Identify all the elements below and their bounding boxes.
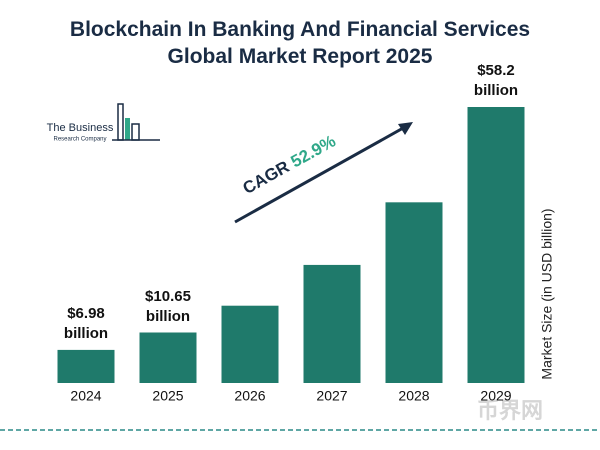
bar <box>57 349 115 383</box>
bar <box>467 107 525 383</box>
bar <box>221 305 279 383</box>
y-axis-label: Market Size (in USD billion) <box>539 208 555 379</box>
x-tick-label: 2025 <box>152 388 183 404</box>
x-tick-label: 2028 <box>398 388 429 404</box>
logo-bar <box>131 123 140 141</box>
value-label: $58.2 billion <box>473 62 519 99</box>
value-label: $6.98 billion <box>63 304 109 342</box>
bar <box>385 202 443 383</box>
x-tick-label: 2029 <box>480 388 511 404</box>
x-tick-label: 2027 <box>316 388 347 404</box>
logo-bar <box>117 103 124 141</box>
x-tick-label: 2026 <box>234 388 265 404</box>
cagr-text: CAGR <box>240 157 293 198</box>
cagr-rate: 52.9% <box>288 132 339 172</box>
x-tick-label: 2024 <box>70 388 101 404</box>
watermark: 币界网 <box>477 398 543 423</box>
logo-text: The Business <box>47 122 114 134</box>
chart-title: Blockchain In Banking And Financial Serv… <box>69 18 531 68</box>
cagr-arrow <box>234 125 406 224</box>
cagr-annotation: CAGR 52.9% <box>240 132 339 199</box>
logo-bar <box>125 118 130 140</box>
bar <box>139 332 197 383</box>
cagr-arrowhead <box>398 122 413 135</box>
bar <box>303 264 361 383</box>
value-label: $10.65 billion <box>145 287 191 325</box>
logo-text: Research Company <box>53 137 106 143</box>
logo: The Business Research Company <box>47 103 160 143</box>
